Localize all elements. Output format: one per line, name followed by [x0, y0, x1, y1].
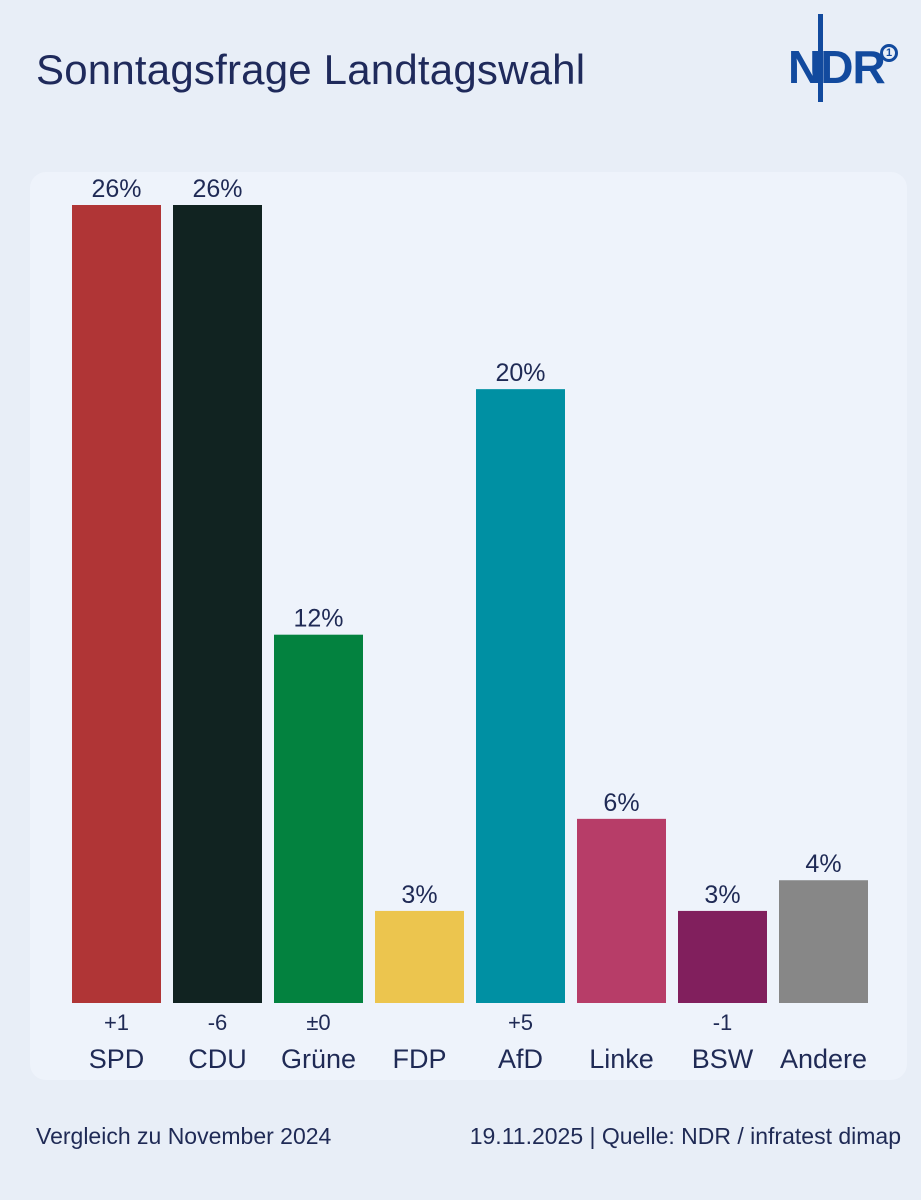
- category-label-bsw: BSW: [692, 1044, 754, 1074]
- bar-afd: [476, 389, 565, 1004]
- logo-divider: [818, 14, 823, 102]
- category-label-cdu: CDU: [188, 1044, 247, 1074]
- value-label-andere: 4%: [805, 850, 841, 878]
- category-label-afd: AfD: [498, 1044, 543, 1074]
- source-note: 19.11.2025 | Quelle: NDR / infratest dim…: [469, 1123, 901, 1149]
- ndr-logo: NDR 1: [788, 14, 906, 104]
- logo-text: NDR: [788, 41, 886, 93]
- category-label-spd: SPD: [89, 1044, 145, 1074]
- bar-andere: [779, 880, 868, 1003]
- value-label-afd: 20%: [495, 359, 545, 387]
- value-label-cdu: 26%: [192, 175, 242, 203]
- value-label-fdp: 3%: [401, 881, 437, 909]
- bar-grne: [274, 634, 363, 1003]
- category-label-andere: Andere: [780, 1044, 867, 1074]
- chart-panel: 26% +1 SPD 26% -6 CDU 12% ±0 Grüne 3% FDP 20% +5 AfD 6…: [30, 172, 907, 1080]
- category-label-fdp: FDP: [393, 1044, 447, 1074]
- logo-badge-icon: 1: [880, 44, 898, 62]
- change-label-bsw: -1: [713, 1010, 733, 1035]
- change-label-grne: ±0: [306, 1010, 330, 1035]
- change-label-afd: +5: [508, 1010, 533, 1035]
- value-label-spd: 26%: [91, 175, 141, 203]
- value-label-bsw: 3%: [704, 881, 740, 909]
- value-label-linke: 6%: [603, 789, 639, 817]
- bar-cdu: [173, 205, 262, 1003]
- bar-chart: 26% +1 SPD 26% -6 CDU 12% ±0 Grüne 3% FDP 20% +5 AfD 6…: [72, 175, 868, 1074]
- comparison-note: Vergleich zu November 2024: [36, 1123, 332, 1149]
- bar-bsw: [678, 910, 767, 1003]
- bar-linke: [577, 818, 666, 1003]
- change-label-cdu: -6: [208, 1010, 228, 1035]
- value-label-grne: 12%: [293, 605, 343, 633]
- bar-fdp: [375, 910, 464, 1003]
- category-label-linke: Linke: [589, 1044, 654, 1074]
- chart-title: Sonntagsfrage Landtagswahl: [36, 46, 586, 93]
- category-label-grne: Grüne: [281, 1044, 356, 1074]
- change-label-spd: +1: [104, 1010, 129, 1035]
- bar-spd: [72, 205, 161, 1003]
